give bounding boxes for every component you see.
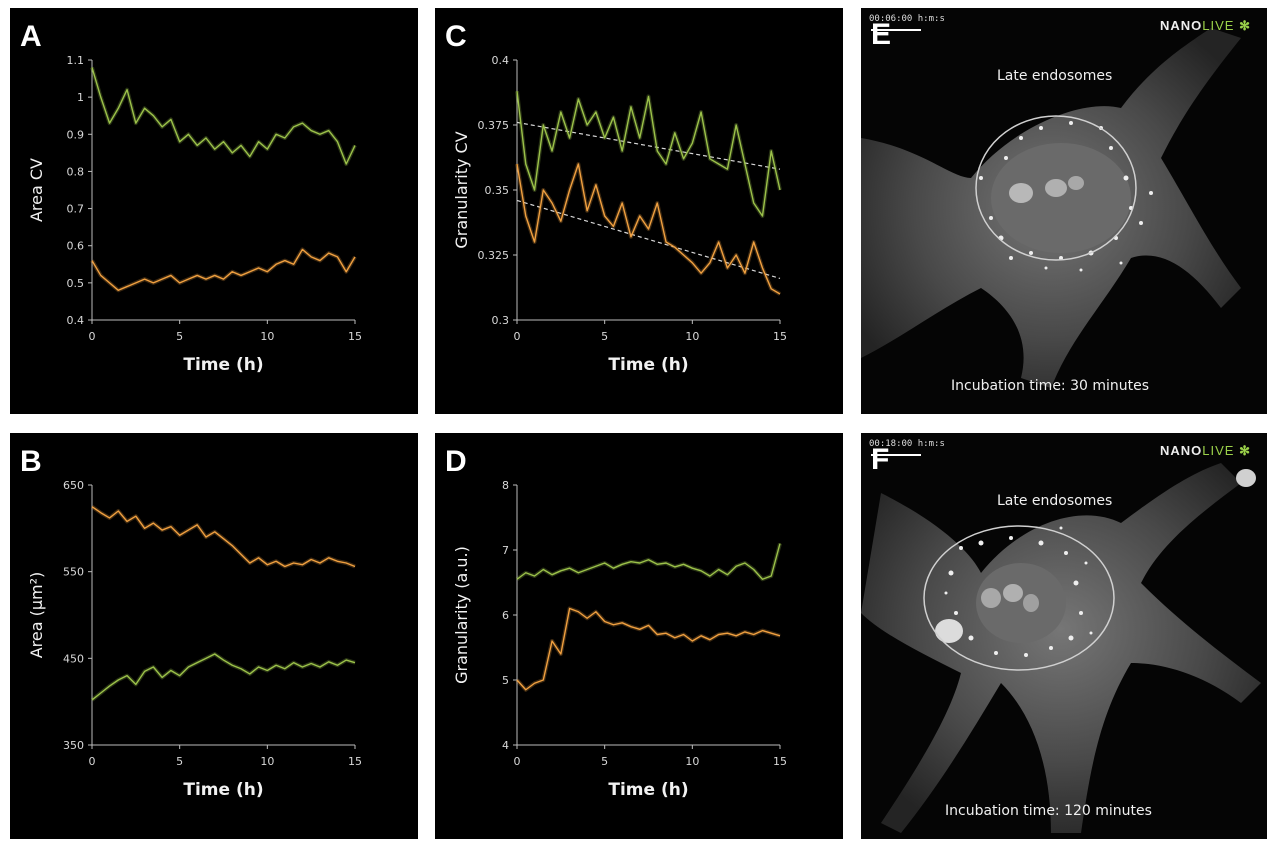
y-axis-label-d: Granularity (a.u.) xyxy=(452,546,471,684)
x-tick-label-d: 5 xyxy=(601,755,608,768)
x-tick-label-d: 0 xyxy=(514,755,521,768)
panel-f: F 00:18:00 h:m:s NANOLIVE ✻ Late endosom… xyxy=(861,433,1267,839)
x-tick-label-a: 15 xyxy=(348,330,362,343)
panel-e: E 00:06:00 h:m:s NANOLIVE ✻ Late endosom… xyxy=(861,8,1267,414)
x-axis-label-b: Time (h) xyxy=(183,780,263,800)
y-tick-label-d: 8 xyxy=(502,479,509,492)
x-tick-label-d: 15 xyxy=(773,755,787,768)
y-tick-label-d: 7 xyxy=(502,544,509,557)
label-incubation-e: Incubation time: 30 minutes xyxy=(951,378,1150,394)
series-band-a-green xyxy=(90,66,357,166)
y-tick-label-a: 0.8 xyxy=(67,165,85,178)
x-tick-label-a: 0 xyxy=(89,330,96,343)
y-tick-label-a: 1 xyxy=(77,91,84,104)
y-tick-label-b: 450 xyxy=(63,652,84,665)
x-axis-label-d: Time (h) xyxy=(608,780,688,800)
series-band-b-orange xyxy=(90,505,356,569)
logo-accent: LIVE xyxy=(1202,443,1235,458)
label-late-endosomes-f: Late endosomes xyxy=(997,493,1113,509)
x-tick-label-a: 5 xyxy=(176,330,183,343)
endosome-dots-f xyxy=(944,526,1093,657)
chart-d: D 4 5 6 7 8 0 5 10 15 Time (h) Granularity (a.u.) xyxy=(445,445,787,800)
logo-accent: LIVE xyxy=(1202,18,1235,33)
trendline-c-0 xyxy=(516,121,781,170)
panel-letter-b: B xyxy=(20,445,42,478)
panel-letter-d: D xyxy=(445,445,467,478)
y-tick-label-c: 0.375 xyxy=(478,119,510,132)
series-line-b-green xyxy=(91,653,356,701)
microbe-icon: ✻ xyxy=(1239,443,1251,458)
nanolive-logo-f: NANOLIVE ✻ xyxy=(1160,443,1251,459)
cell-image-f xyxy=(861,454,1261,833)
timestamp-e: 00:06:00 h:m:s xyxy=(869,14,945,24)
series-line-a-green xyxy=(91,67,356,165)
series-band-b-green xyxy=(90,652,356,702)
y-tick-label-a: 0.9 xyxy=(67,128,85,141)
y-tick-label-c: 0.3 xyxy=(492,314,510,327)
y-tick-label-c: 0.4 xyxy=(492,54,510,67)
series-band-d-green xyxy=(515,542,782,582)
label-incubation-f: Incubation time: 120 minutes xyxy=(945,803,1152,819)
panel-c: C 0.3 0.325 0.35 0.375 0.4 0 5 10 15 Time (h) Granu… xyxy=(435,8,843,414)
panel-letter-e: E xyxy=(871,18,892,51)
series-line-d-green xyxy=(516,543,781,580)
cell-image-e xyxy=(861,28,1241,388)
y-tick-label-c: 0.35 xyxy=(485,184,510,197)
y-tick-label-b: 550 xyxy=(63,566,84,579)
y-tick-label-d: 5 xyxy=(502,674,509,687)
y-tick-label-a: 0.7 xyxy=(67,203,85,216)
x-tick-label-c: 0 xyxy=(514,330,521,343)
x-tick-label-d: 10 xyxy=(685,755,699,768)
panel-letter-a: A xyxy=(20,20,42,53)
x-tick-label-a: 10 xyxy=(260,330,274,343)
chart-a: A 0.4 0.5 0.6 0.7 0.8 0.9 1 1.1 0 5 10 15 Time (h) Are… xyxy=(20,20,362,375)
label-late-endosomes-e: Late endosomes xyxy=(997,68,1113,84)
x-tick-label-c: 10 xyxy=(685,330,699,343)
chart-b: B 350 450 550 650 0 5 10 15 Time (h) Area (µm²) xyxy=(20,445,362,800)
x-tick-label-b: 5 xyxy=(176,755,183,768)
series-line-b-orange xyxy=(91,506,356,568)
y-tick-label-a: 0.4 xyxy=(67,314,85,327)
panel-a: A 0.4 0.5 0.6 0.7 0.8 0.9 1 1.1 0 5 10 15 Time (h) Are… xyxy=(10,8,418,414)
trendline-c-1 xyxy=(516,199,781,279)
y-axis-label-b: Area (µm²) xyxy=(27,572,46,659)
series-band-d-orange xyxy=(515,606,781,692)
x-tick-label-c: 15 xyxy=(773,330,787,343)
y-tick-label-b: 650 xyxy=(63,479,84,492)
x-axis-label-a: Time (h) xyxy=(183,355,263,375)
panel-letter-f: F xyxy=(871,443,890,476)
y-tick-label-a: 0.6 xyxy=(67,240,85,253)
highlight-ellipse-e xyxy=(975,115,1137,261)
series-line-d-orange xyxy=(516,607,781,691)
x-axis-label-c: Time (h) xyxy=(608,355,688,375)
panel-b: B 350 450 550 650 0 5 10 15 Time (h) Area (µm²) xyxy=(10,433,418,839)
y-tick-label-d: 4 xyxy=(502,739,509,752)
y-tick-label-a: 0.5 xyxy=(67,277,85,290)
x-tick-label-c: 5 xyxy=(601,330,608,343)
y-axis-label-a: Area CV xyxy=(27,158,46,222)
y-axis-label-c: Granularity CV xyxy=(452,131,471,248)
x-tick-label-b: 15 xyxy=(348,755,362,768)
x-tick-label-b: 0 xyxy=(89,755,96,768)
series-line-c-orange xyxy=(516,163,781,295)
nanolive-logo-e: NANOLIVE ✻ xyxy=(1160,18,1251,34)
microbe-icon: ✻ xyxy=(1239,18,1251,33)
logo-main: NANO xyxy=(1160,18,1203,33)
y-tick-label-d: 6 xyxy=(502,609,509,622)
highlight-ellipse-f xyxy=(923,525,1115,671)
series-line-c-green xyxy=(516,91,781,217)
logo-main: NANO xyxy=(1160,443,1203,458)
panel-d: D 4 5 6 7 8 0 5 10 15 Time (h) Granularity (a.u.) xyxy=(435,433,843,839)
series-line-a-orange xyxy=(91,248,356,291)
chart-c: C 0.3 0.325 0.35 0.375 0.4 0 5 10 15 Time (h) Granu… xyxy=(445,20,787,375)
timestamp-f: 00:18:00 h:m:s xyxy=(869,439,945,449)
panel-letter-c: C xyxy=(445,20,467,53)
y-tick-label-a: 1.1 xyxy=(67,54,85,67)
x-tick-label-b: 10 xyxy=(260,755,274,768)
y-tick-label-c: 0.325 xyxy=(478,249,510,262)
y-tick-label-b: 350 xyxy=(63,739,84,752)
series-band-c-green xyxy=(515,90,782,218)
